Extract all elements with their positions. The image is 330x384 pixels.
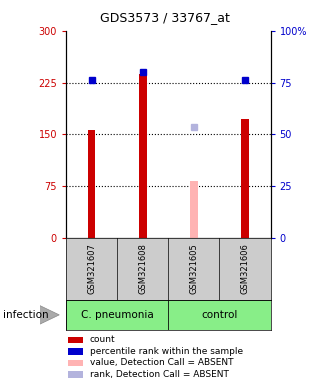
Text: value, Detection Call = ABSENT: value, Detection Call = ABSENT [90, 358, 233, 367]
Text: GSM321608: GSM321608 [138, 243, 147, 294]
Text: C. pneumonia: C. pneumonia [81, 310, 153, 320]
Bar [68, 360, 82, 366]
Bar [66, 300, 168, 330]
Text: GSM321607: GSM321607 [87, 243, 96, 294]
Polygon shape [40, 306, 59, 324]
Text: infection: infection [3, 310, 49, 320]
Bar [168, 300, 271, 330]
Bar [190, 181, 198, 238]
Text: GSM321605: GSM321605 [189, 243, 198, 294]
Bar [68, 337, 82, 343]
Bar [139, 74, 147, 238]
Text: rank, Detection Call = ABSENT: rank, Detection Call = ABSENT [90, 370, 229, 379]
Text: GSM321606: GSM321606 [241, 243, 249, 294]
Text: count: count [90, 335, 116, 344]
Text: control: control [201, 310, 238, 320]
Text: GDS3573 / 33767_at: GDS3573 / 33767_at [100, 12, 230, 25]
Text: percentile rank within the sample: percentile rank within the sample [90, 347, 243, 356]
Bar [68, 348, 82, 354]
Bar [68, 371, 82, 377]
Bar [88, 129, 95, 238]
Bar [241, 119, 249, 238]
